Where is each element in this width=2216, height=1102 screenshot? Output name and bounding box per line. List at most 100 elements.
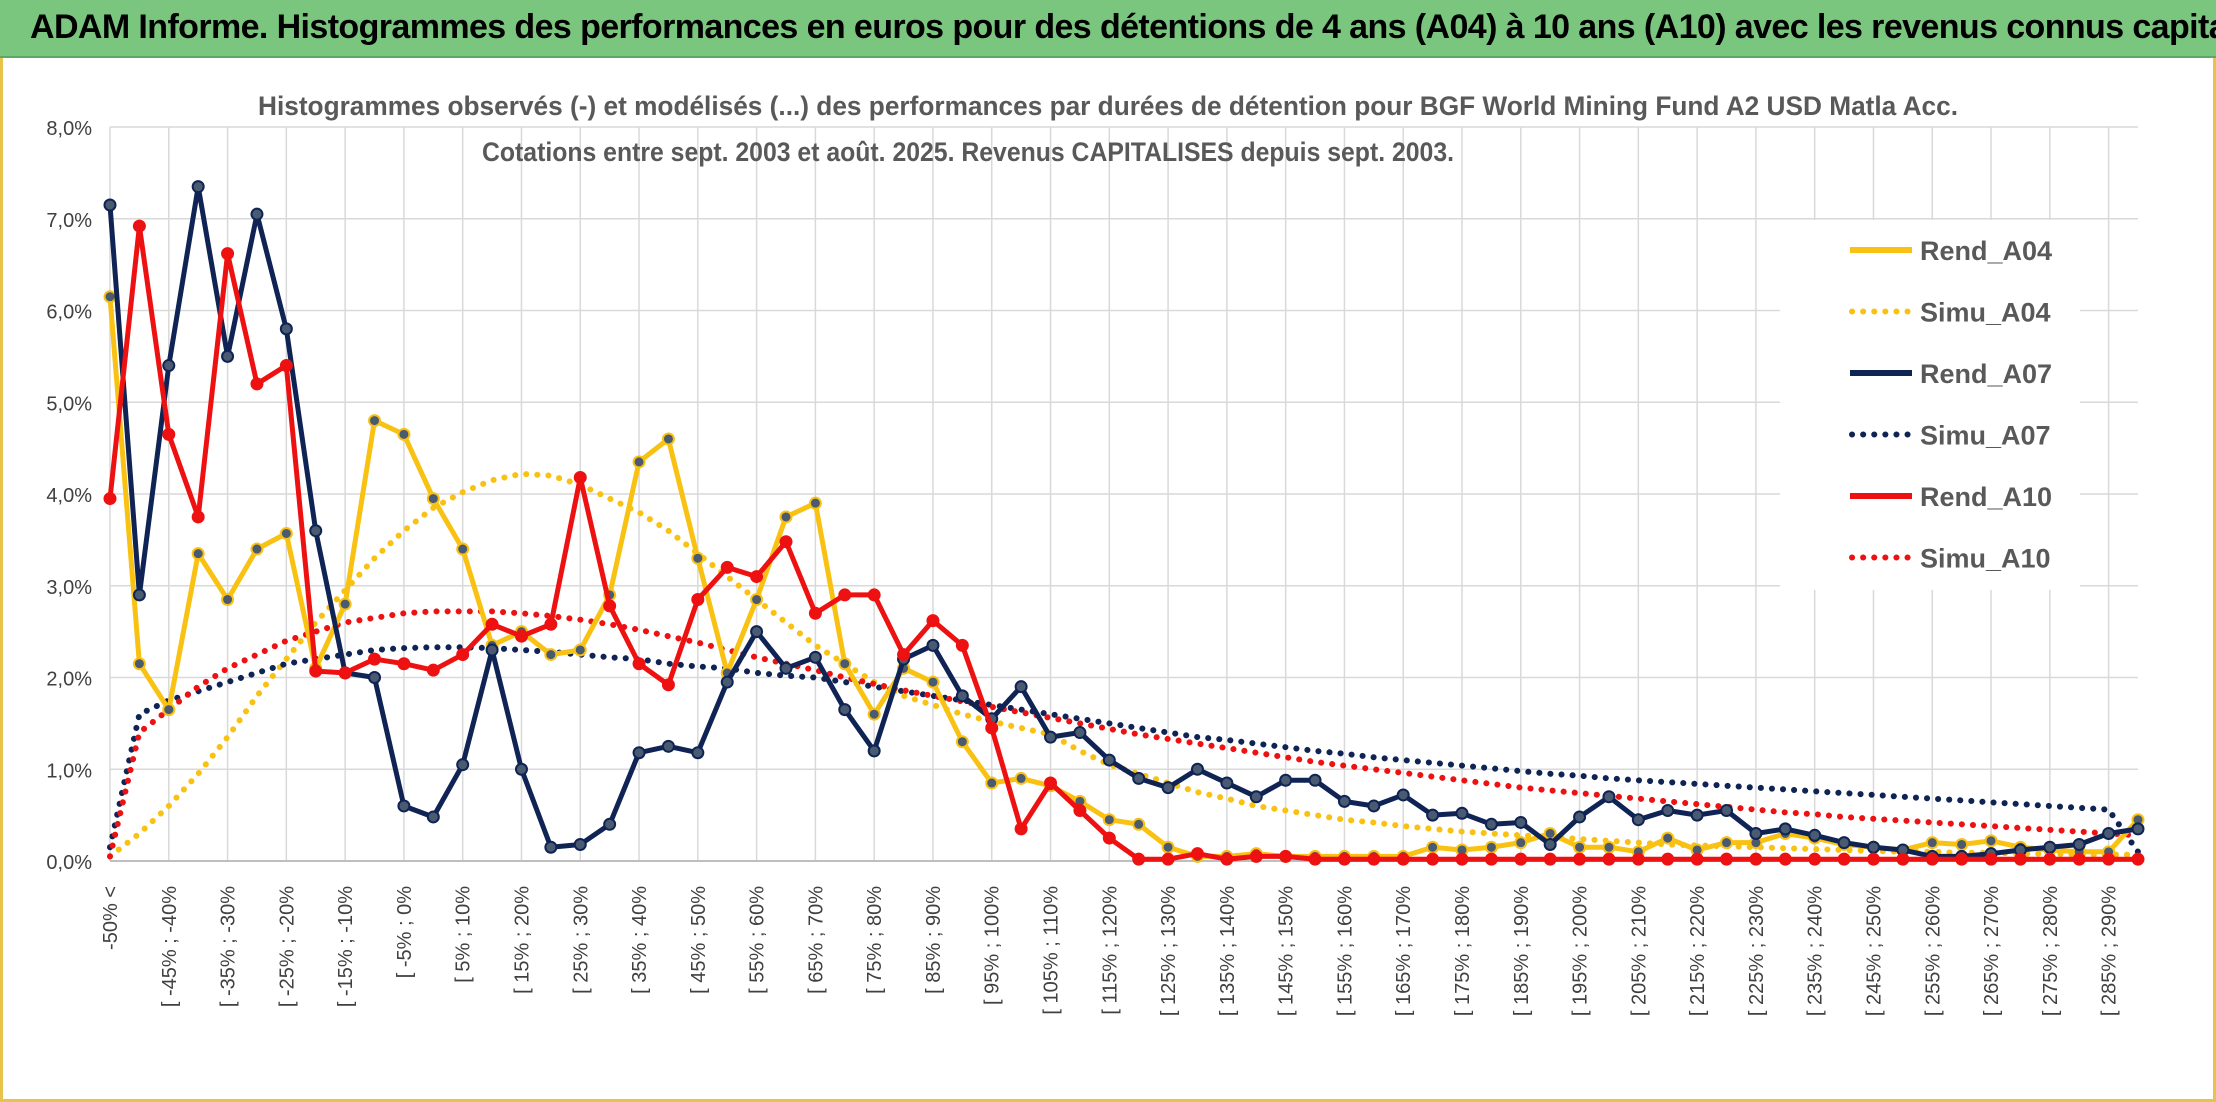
- legend-label: Simu_A04: [1920, 298, 2051, 328]
- y-axis-ticks: 0,0% 1,0% 2,0% 3,0% 4,0% 5,0% 6,0% 7,0% 8,0%: [46, 118, 92, 874]
- data-point: [456, 758, 470, 772]
- data-point: [1955, 837, 1969, 851]
- data-point: [2013, 852, 2027, 866]
- data-point: [1102, 831, 1116, 845]
- data-point: [1984, 834, 1998, 848]
- x-tick-label: [ 235% ; 240%: [1805, 886, 1827, 1016]
- data-point: [2102, 826, 2116, 840]
- data-point: [1514, 836, 1528, 850]
- data-point: [750, 593, 764, 607]
- series-line: [107, 608, 2141, 860]
- data-point: [2072, 837, 2086, 851]
- data-point: [456, 648, 470, 662]
- data-point: [338, 666, 352, 680]
- legend-label: Simu_A07: [1920, 421, 2051, 451]
- x-tick-label: [ 135% ; 140%: [1217, 886, 1239, 1016]
- data-point: [661, 432, 675, 446]
- data-point: [1220, 776, 1234, 790]
- data-point: [1631, 813, 1645, 827]
- data-point: [1778, 822, 1792, 836]
- x-tick-label: [ 245% ; 250%: [1863, 886, 1885, 1016]
- data-point: [1014, 771, 1028, 785]
- data-point: [1367, 852, 1381, 866]
- data-point: [1161, 852, 1175, 866]
- series-line: [107, 644, 2141, 855]
- data-point: [985, 776, 999, 790]
- data-point: [1661, 804, 1675, 818]
- data-point: [691, 746, 705, 760]
- data-point: [1484, 840, 1498, 854]
- data-point: [1426, 852, 1440, 866]
- data-point: [691, 593, 705, 607]
- data-point: [1308, 773, 1322, 787]
- data-point: [1896, 852, 1910, 866]
- legend-item-simu-a10: Simu_A10: [1849, 544, 2051, 574]
- data-point: [750, 625, 764, 639]
- data-point: [2072, 852, 2086, 866]
- x-tick-label: [ 105% ; 110%: [1041, 886, 1063, 1015]
- data-point: [867, 744, 881, 758]
- data-point: [162, 359, 176, 373]
- x-tick-label: [ 165% ; 170%: [1393, 886, 1415, 1016]
- data-point: [1543, 837, 1557, 851]
- legend-item-simu-a07: Simu_A07: [1849, 421, 2051, 451]
- data-point: [838, 657, 852, 671]
- data-point: [1602, 790, 1616, 804]
- data-point: [1102, 753, 1116, 767]
- data-point: [926, 614, 940, 628]
- data-point: [221, 593, 235, 607]
- data-point: [368, 671, 382, 684]
- series-simu-a10: [107, 608, 2141, 860]
- data-point: [1837, 852, 1851, 866]
- data-point: [2102, 852, 2116, 866]
- data-point: [279, 526, 293, 540]
- data-point: [485, 643, 499, 657]
- x-tick-label: [ 195% ; 200%: [1570, 886, 1592, 1016]
- data-point: [808, 606, 822, 620]
- data-point: [368, 652, 382, 666]
- data-point: [1720, 852, 1734, 866]
- data-point: [720, 675, 734, 689]
- data-point: [426, 663, 440, 677]
- x-tick-label: [ -5% ; 0%: [394, 886, 416, 978]
- y-tick-label: 0,0%: [46, 852, 92, 874]
- data-point: [955, 735, 969, 749]
- y-tick-label: 3,0%: [46, 577, 92, 599]
- data-point: [985, 721, 999, 735]
- legend-label: Simu_A10: [1920, 544, 2051, 574]
- data-point: [279, 322, 293, 336]
- data-point: [1925, 852, 1939, 866]
- x-tick-label: [ 55% ; 60%: [747, 886, 769, 994]
- data-point: [1279, 773, 1293, 787]
- data-point: [1455, 806, 1469, 820]
- series-rend-a10: [103, 219, 2145, 866]
- data-point: [720, 560, 734, 574]
- data-point: [1249, 849, 1263, 863]
- data-point: [544, 617, 558, 631]
- data-point: [132, 657, 146, 671]
- data-point: [1866, 852, 1880, 866]
- data-point: [103, 492, 117, 506]
- x-tick-label: [ -25% ; -20%: [276, 886, 298, 1007]
- chart-titles: Histogrammes observés (-) et modélisés (…: [258, 91, 1958, 167]
- legend-item-rend-a04: Rend_A04: [1850, 236, 2052, 266]
- data-point: [632, 746, 646, 760]
- x-tick-label: [ 75% ; 80%: [864, 886, 886, 994]
- data-point: [1543, 852, 1557, 866]
- data-point: [1778, 852, 1792, 866]
- data-point: [1279, 849, 1293, 863]
- data-point: [691, 551, 705, 565]
- legend-background: [1780, 220, 2080, 590]
- data-point: [1720, 836, 1734, 850]
- data-point: [279, 359, 293, 373]
- data-point: [1190, 762, 1204, 776]
- legend-label: Rend_A10: [1920, 482, 2052, 512]
- data-point: [573, 837, 587, 851]
- data-point: [661, 678, 675, 692]
- x-tick-label: [ 265% ; 270%: [1981, 886, 2003, 1016]
- data-point: [573, 643, 587, 657]
- data-point: [1426, 840, 1440, 854]
- data-point: [1602, 840, 1616, 854]
- data-point: [1190, 847, 1204, 861]
- x-tick-label: [ 85% ; 90%: [923, 886, 945, 994]
